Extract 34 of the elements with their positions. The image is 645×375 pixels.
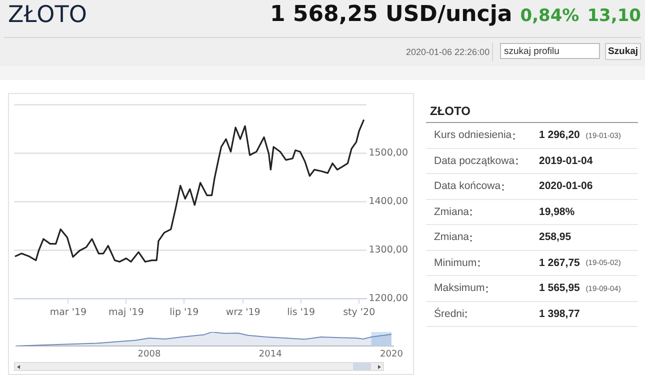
category-label: Data początkowa (434, 154, 515, 167)
category-label: Zmiana (434, 206, 470, 218)
x-tick-label: mar '19 (50, 306, 87, 318)
text: 2020-01-06 (539, 180, 593, 192)
y-tick-label: 1500,00 (368, 148, 408, 159)
text: 1 568,25 USD/uncja (270, 2, 512, 27)
y-tick-label: 1400,00 (368, 196, 408, 208)
search-button: Szukaj (605, 43, 641, 60)
text: 2020-01-06 22:26:00 (406, 47, 490, 57)
text: 0,84% (520, 6, 580, 26)
text: 258,95 (539, 231, 572, 244)
x-tick-label: 2020 (380, 350, 404, 360)
text: 2019-01-04 (539, 154, 593, 167)
x-tick-label: lip '19 (170, 306, 199, 318)
y-tick-label: 1300,00 (368, 244, 408, 256)
category-label: Kurs odniesienia (434, 129, 512, 142)
x-tick-label: lis '19 (287, 306, 316, 318)
text: ZŁOTO (426, 104, 638, 123)
x-tick-label: 2008 (138, 350, 161, 360)
text: ZŁOTO (8, 2, 87, 28)
x-tick-label: wrz '19 (226, 306, 260, 318)
x-tick-label: sty '20 (343, 306, 376, 318)
category-label: Maksimum (434, 282, 485, 294)
x-tick-label: 2014 (258, 350, 282, 360)
text: 19,98% (539, 206, 575, 218)
category-label: Minimum (434, 256, 477, 269)
x-tick-label: maj '19 (108, 306, 144, 318)
category-label: Średni (434, 308, 464, 320)
text: 1 398,77 (539, 308, 580, 320)
category-label: Data końcowa (434, 180, 501, 192)
y-tick-label: 1200,00 (368, 293, 408, 304)
text: 13,10 (587, 6, 641, 26)
category-label: Zmiana (434, 231, 470, 244)
search-field: szukaj profilu (500, 43, 600, 59)
